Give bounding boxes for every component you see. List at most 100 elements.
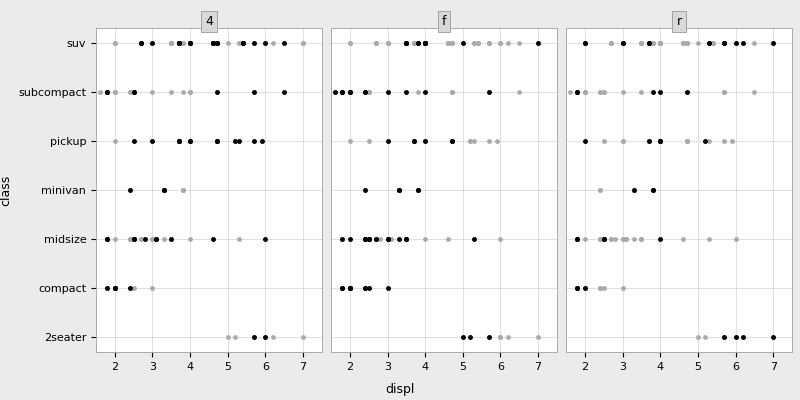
Point [237, 40, 250, 46]
Point [407, 40, 420, 46]
Point [173, 138, 186, 144]
Point [362, 236, 375, 242]
Point [206, 40, 219, 46]
Point [620, 236, 633, 242]
Point [248, 40, 261, 46]
Point [605, 236, 618, 242]
Point [393, 187, 406, 193]
Point [173, 40, 186, 46]
Point [654, 40, 666, 46]
Point [598, 285, 610, 291]
Point [571, 89, 584, 95]
Point [343, 285, 356, 291]
Point [737, 334, 750, 340]
Point [173, 40, 186, 46]
Point [598, 89, 610, 95]
Point [766, 40, 779, 46]
Point [654, 89, 666, 95]
Point [400, 40, 413, 46]
Point [571, 285, 584, 291]
Point [400, 40, 413, 46]
Point [699, 138, 712, 144]
Point [718, 40, 730, 46]
Point [109, 89, 122, 95]
Point [173, 40, 186, 46]
Point [737, 40, 750, 46]
Point [726, 138, 738, 144]
Point [605, 40, 618, 46]
Point [502, 334, 514, 340]
Point [571, 89, 584, 95]
Point [578, 285, 591, 291]
Point [718, 40, 730, 46]
Point [393, 187, 406, 193]
Point [578, 40, 591, 46]
Point [127, 236, 140, 242]
Point [418, 40, 431, 46]
Point [578, 138, 591, 144]
Point [343, 89, 356, 95]
Point [635, 89, 648, 95]
Point [210, 138, 223, 144]
Point [654, 89, 666, 95]
Point [418, 89, 431, 95]
Point [468, 40, 481, 46]
Point [532, 40, 545, 46]
Point [101, 236, 114, 242]
Point [358, 89, 371, 95]
Point [513, 89, 526, 95]
Point [123, 236, 136, 242]
Point [343, 89, 356, 95]
Point [400, 40, 413, 46]
Point [206, 40, 219, 46]
Point [702, 138, 715, 144]
Point [418, 89, 431, 95]
Point [381, 236, 394, 242]
Point [101, 89, 114, 95]
Point [654, 138, 666, 144]
Point [680, 40, 693, 46]
Point [248, 138, 261, 144]
Point [494, 334, 507, 340]
Point [445, 40, 458, 46]
Point [598, 236, 610, 242]
Point [676, 40, 689, 46]
Point [418, 40, 431, 46]
Point [206, 236, 219, 242]
Point [134, 40, 147, 46]
Point [173, 138, 186, 144]
Point [362, 89, 375, 95]
Point [718, 89, 730, 95]
Point [627, 187, 640, 193]
Point [278, 89, 290, 95]
Point [184, 89, 197, 95]
Point [642, 138, 655, 144]
Point [210, 40, 223, 46]
Point [173, 40, 186, 46]
Point [642, 138, 655, 144]
Point [127, 236, 140, 242]
Point [94, 89, 106, 95]
Point [571, 236, 584, 242]
Point [680, 40, 693, 46]
Point [101, 89, 114, 95]
Point [248, 334, 261, 340]
Point [578, 236, 591, 242]
Point [418, 40, 431, 46]
Point [482, 40, 495, 46]
Point [358, 89, 371, 95]
Point [471, 40, 484, 46]
Point [184, 138, 197, 144]
Point [134, 40, 147, 46]
Point [393, 236, 406, 242]
Point [464, 138, 477, 144]
Point [616, 40, 629, 46]
Point [101, 89, 114, 95]
Point [393, 187, 406, 193]
Point [407, 40, 420, 46]
Point [248, 89, 261, 95]
Point [616, 40, 629, 46]
Point [206, 40, 219, 46]
Point [646, 187, 659, 193]
Point [123, 187, 136, 193]
